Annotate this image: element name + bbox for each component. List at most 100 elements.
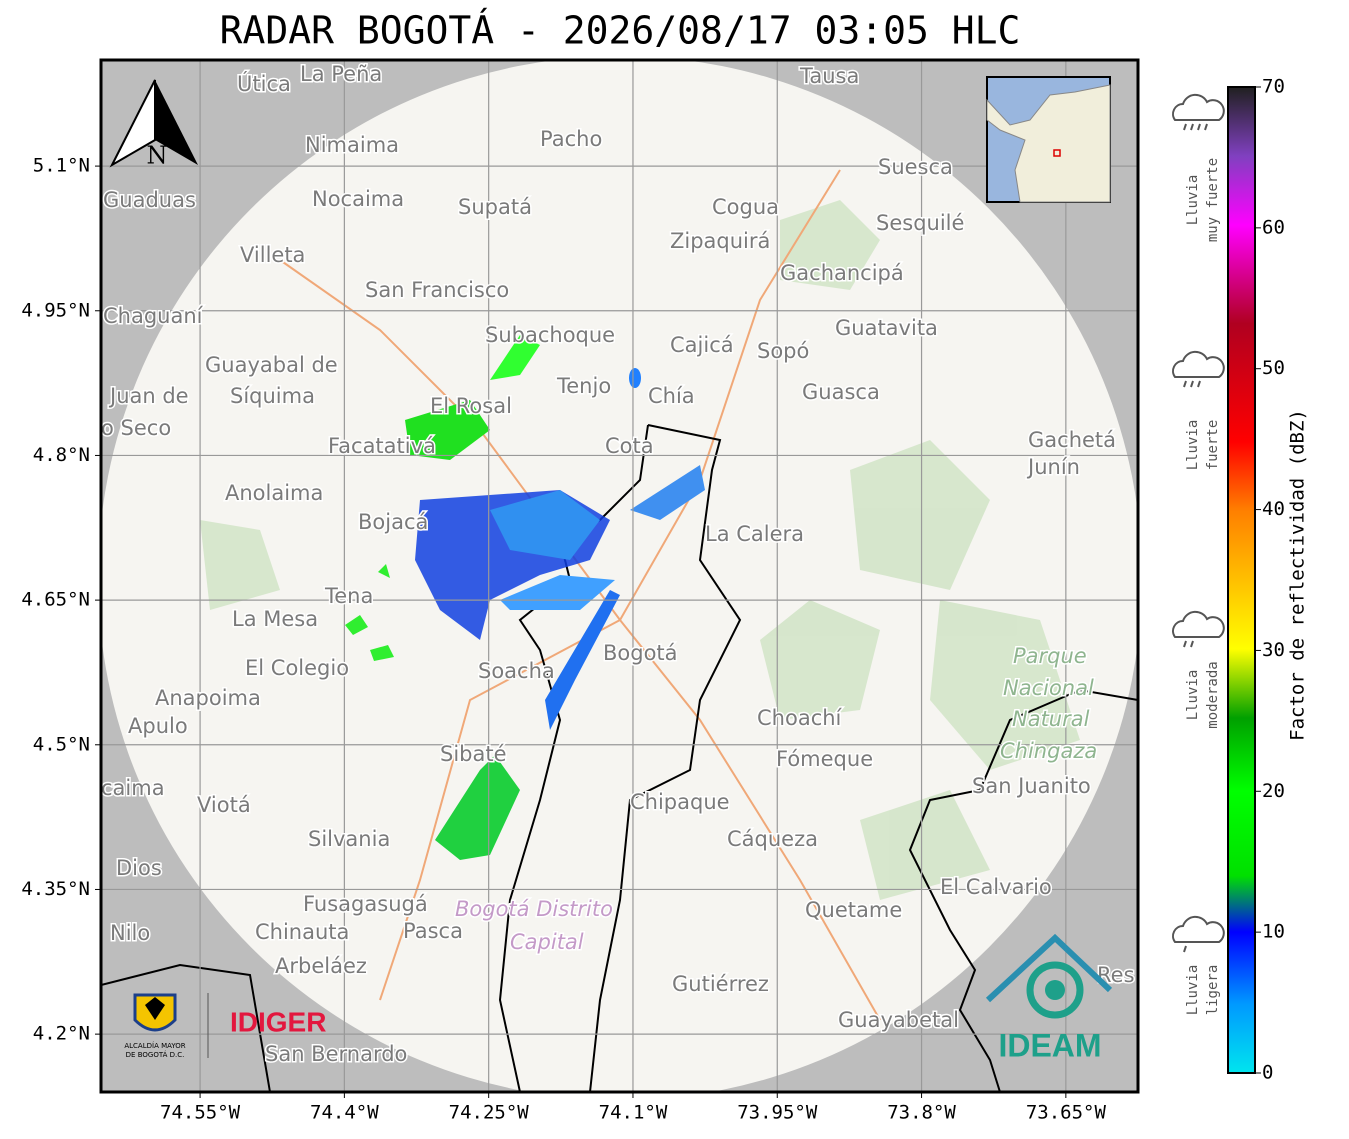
place-label: Anolaima <box>225 481 323 505</box>
colorbar-tick-label: 50 <box>1262 357 1285 379</box>
rain-drop <box>1183 380 1187 388</box>
place-label: San Bernardo <box>265 1042 407 1066</box>
colorbar-tick-label: 70 <box>1262 76 1285 98</box>
colorbar-tick-label: 20 <box>1262 780 1285 802</box>
legend-label: fuerte <box>1205 420 1221 471</box>
place-label: Anapoima <box>155 686 261 710</box>
place-label: Chaguaní <box>103 304 204 328</box>
place-label: Zipaquirá <box>670 229 770 253</box>
place-label: Guaduas <box>103 188 196 212</box>
map-frame <box>99 58 1140 1094</box>
colorbar-tick-label: 10 <box>1262 921 1285 943</box>
legend-label: Lluvia <box>1185 670 1201 721</box>
place-label: Quetame <box>805 898 902 922</box>
rain-drop <box>1183 123 1187 131</box>
rain-drop <box>1183 945 1187 953</box>
park-label: Nacional <box>1003 676 1094 700</box>
place-label: Cáqueza <box>727 827 818 851</box>
grid <box>101 60 1138 1092</box>
place-label: Guatavita <box>835 316 938 340</box>
place-label: Nimaima <box>305 133 399 157</box>
x-tick-label: 74.25°W <box>449 1102 530 1124</box>
legend-label: Lluvia <box>1185 420 1201 471</box>
north-arrow: N <box>109 79 198 170</box>
place-label: Choachí <box>757 706 843 730</box>
y-tick-label: 4.5°N <box>33 733 90 755</box>
place-label: Villeta <box>240 243 305 267</box>
colorbar-tick-label: 40 <box>1262 498 1285 520</box>
place-label: Guasca <box>802 380 880 404</box>
legend-label: muy fuerte <box>1205 158 1221 242</box>
place-label: Chinauta <box>255 920 349 944</box>
y-tick-label: 4.65°N <box>21 589 90 611</box>
colorbar-tick-label: 60 <box>1262 216 1285 238</box>
colorbar-tick-label: 30 <box>1262 639 1285 661</box>
place-label: Dios <box>116 856 162 880</box>
x-tick-label: 74.1°W <box>599 1102 668 1124</box>
place-label: Silvania <box>308 827 390 851</box>
colorbar-ticks: 0 10 20 30 40 50 60 70 <box>1255 76 1285 1084</box>
x-tick-label: 73.95°W <box>737 1102 818 1124</box>
place-labels: La Peña Útica Tausa Pacho Nimaima Guaduas Noca… <box>101 61 1136 1068</box>
x-tick-label: 74.55°W <box>160 1102 241 1124</box>
rain-drop <box>1183 640 1187 648</box>
place-label: Soacha <box>478 659 555 683</box>
park-label: Chingaza <box>1000 739 1097 763</box>
place-label: Gachetá <box>1028 428 1116 452</box>
y-tick-label: 4.95°N <box>21 299 90 321</box>
place-label: La Calera <box>705 522 804 546</box>
x-tick-label: 73.65°W <box>1026 1102 1107 1124</box>
boundaries <box>101 424 1138 1092</box>
place-label: Guayabetal <box>838 1008 959 1032</box>
rain-icon <box>1172 610 1225 638</box>
place-label: Cogua <box>712 195 779 219</box>
rain-drop <box>1204 123 1208 131</box>
place-label: San Juanito <box>972 774 1091 798</box>
place-label: Útica <box>237 71 291 96</box>
place-label: Nocaima <box>312 187 404 211</box>
place-label: Gutiérrez <box>672 972 769 996</box>
place-label: Tausa <box>799 64 859 88</box>
y-tick-label: 4.2°N <box>33 1023 90 1045</box>
place-label: El Colegio <box>245 656 349 680</box>
ideam-logo: IDEAM <box>998 1027 1101 1063</box>
place-label: Tenjo <box>556 374 611 398</box>
alcaldia-text: ALCALDÍA MAYOR <box>124 1041 185 1050</box>
title: RADAR BOGOTÁ - 2026/08/17 03:05 HLC <box>220 9 1021 53</box>
place-label: Sopó <box>757 339 809 363</box>
vegetation <box>200 200 1080 900</box>
rain-drop <box>1197 123 1201 131</box>
place-label: La Mesa <box>232 607 318 631</box>
place-label: Guayabal de <box>205 353 338 377</box>
place-label: Cajicá <box>670 333 734 357</box>
logo-ideam: IDEAM <box>985 933 1113 1063</box>
map: La Peña Útica Tausa Pacho Nimaima Guaduas Noca… <box>101 60 1138 1092</box>
place-label: o Seco <box>101 416 171 440</box>
place-label: Fusagasugá <box>303 892 428 916</box>
legend-label: Lluvia <box>1185 175 1201 226</box>
place-label: El Rosal <box>430 394 512 418</box>
legend-label: moderada <box>1205 661 1221 728</box>
logo-alcaldia: ALCALDÍA MAYOR DE BOGOTÁ D.C. IDIGER <box>124 993 326 1059</box>
park-label: Natural <box>1012 707 1090 731</box>
inset-map <box>986 76 1111 203</box>
rain-icon <box>1172 350 1225 378</box>
colorbar-label: Factor de reflectividad (dBZ) <box>1287 409 1309 741</box>
place-label: Síquima <box>230 384 315 408</box>
place-label: Juan de <box>108 384 189 408</box>
place-label: caima <box>101 776 165 800</box>
radar-echoes <box>345 335 705 860</box>
y-tick-label: 4.8°N <box>33 444 90 466</box>
place-label: Junín <box>1026 455 1080 479</box>
place-label: La Peña <box>300 62 382 86</box>
y-tick-label: 5.1°N <box>33 155 90 177</box>
legend-label: ligera <box>1205 965 1221 1016</box>
place-label: Chía <box>648 384 695 408</box>
place-label: Bojacá <box>358 510 428 534</box>
axes: 74.55°W 74.4°W 74.25°W 74.1°W 73.95°W 73.8°W 7… <box>21 155 1106 1124</box>
place-label: Gachancipá <box>780 261 904 285</box>
place-label: Nilo <box>110 921 150 945</box>
place-label: Sesquilé <box>876 211 964 235</box>
